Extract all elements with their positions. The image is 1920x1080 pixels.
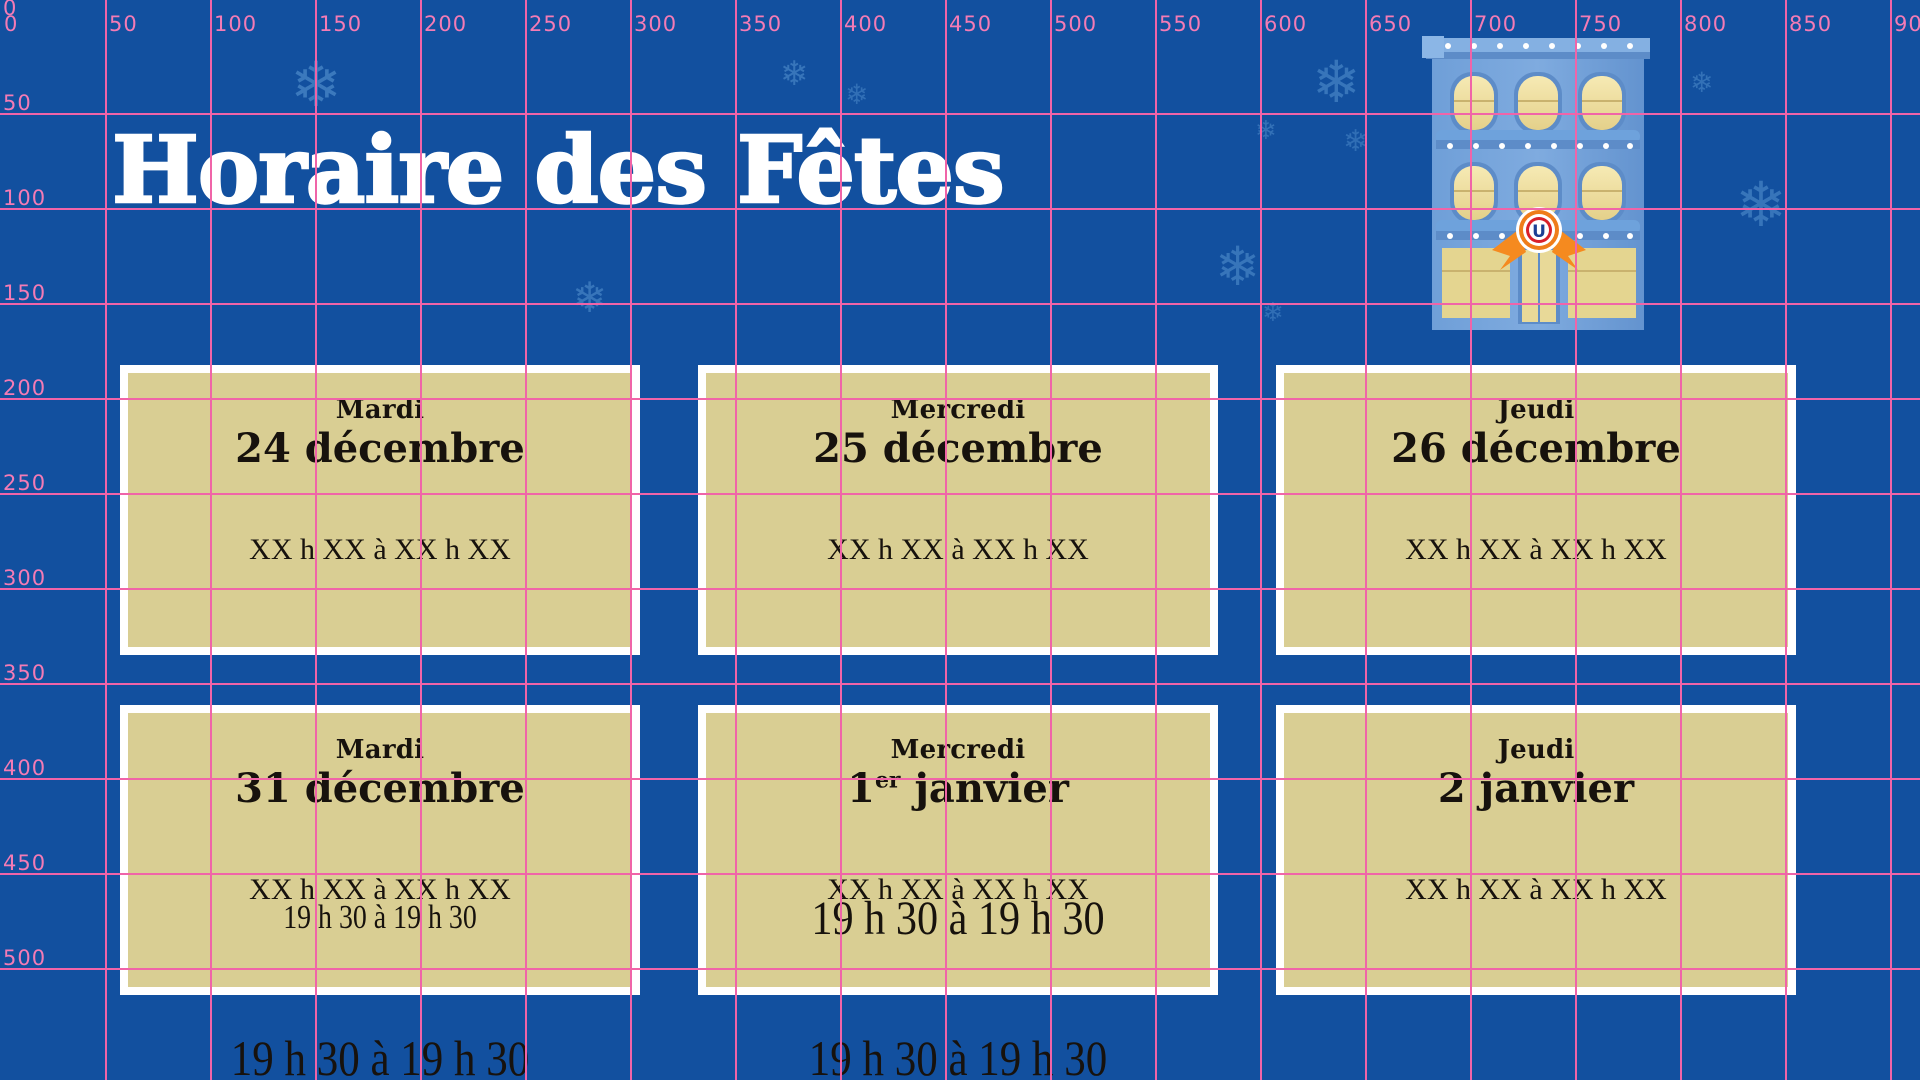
card-hours: XX h XX à XX h XX	[827, 533, 1089, 566]
card-date: 31 décembre	[235, 765, 525, 812]
card-weekday: Mardi	[335, 395, 425, 425]
snowflake-icon: ❄	[1343, 125, 1369, 158]
storefront-illustration: U	[1418, 30, 1658, 330]
schedule-card-body: Mardi 31 décembre XX h XX à XX h XX 19 h 30…	[128, 713, 632, 1080]
card-hours: XX h XX à XX h XX	[249, 873, 511, 906]
snowflake-icon: ❄	[845, 80, 869, 111]
card-date: 25 décembre	[813, 425, 1103, 472]
schedule-card: Jeudi 2 janvier XX h XX à XX h XX	[1276, 705, 1796, 995]
schedule-card: Mardi 24 décembre XX h XX à XX h XX	[120, 365, 640, 655]
snowflake-icon: ❄	[1255, 116, 1277, 145]
card-date: 26 décembre	[1391, 425, 1681, 472]
snowflake-icon: ❄	[290, 52, 342, 120]
card-date: 2 janvier	[1437, 765, 1635, 812]
schedule-card-body: Mercredi 1er janvier XX h XX à XX h XX 19 h…	[706, 713, 1210, 1080]
card-hours-overlay: 19 h 30 à 19 h 30	[811, 892, 1105, 945]
snowflake-icon: ❄	[1262, 298, 1284, 327]
card-weekday: Mercredi	[890, 395, 1026, 425]
schedule-card-body: Mardi 24 décembre XX h XX à XX h XX	[128, 373, 632, 647]
snowflake-icon: ❄	[1215, 237, 1261, 297]
card-hours-overflow: 19 h 30 à 19 h 30	[230, 1030, 530, 1080]
card-hours: XX h XX à XX h XX	[249, 533, 511, 566]
card-weekday: Mercredi	[890, 735, 1026, 765]
card-weekday: Jeudi	[1497, 735, 1575, 765]
snowflake-icon: ❄	[1735, 172, 1787, 240]
card-date: 1er janvier	[847, 765, 1069, 812]
card-weekday: Jeudi	[1497, 395, 1575, 425]
card-hours-overflow: 19 h 30 à 19 h 30	[808, 1030, 1108, 1080]
schedule-card: Mercredi 1er janvier XX h XX à XX h XX 19 h…	[698, 705, 1218, 1080]
card-weekday: Mardi	[335, 735, 425, 765]
schedule-card-body: Jeudi 2 janvier XX h XX à XX h XX	[1284, 713, 1788, 987]
schedule-card: Mardi 31 décembre XX h XX à XX h XX 19 h 30…	[120, 705, 640, 1080]
snowflake-icon: ❄	[572, 276, 608, 322]
date-ordinal-suffix: er	[874, 767, 901, 794]
page-title: Horaire des Fêtes	[111, 115, 1006, 226]
snowflake-icon: ❄	[1312, 50, 1361, 115]
card-hours: XX h XX à XX h XX	[1405, 873, 1667, 906]
card-hours: XX h XX à XX h XX	[1405, 533, 1667, 566]
card-hours-overlay: 19 h 30 à 19 h 30	[283, 899, 477, 936]
schedule-card: Jeudi 26 décembre XX h XX à XX h XX	[1276, 365, 1796, 655]
schedule-card-body: Mercredi 25 décembre XX h XX à XX h XX	[706, 373, 1210, 647]
schedule-card: Mercredi 25 décembre XX h XX à XX h XX	[698, 365, 1218, 655]
snowflake-icon: ❄	[780, 56, 809, 93]
card-hours: XX h XX à XX h XX	[827, 873, 1089, 906]
snowflake-icon: ❄	[1690, 68, 1714, 99]
schedule-card-body: Jeudi 26 décembre XX h XX à XX h XX	[1284, 373, 1788, 647]
card-date: 24 décembre	[235, 425, 525, 472]
logo-u-letter: U	[1532, 222, 1546, 242]
